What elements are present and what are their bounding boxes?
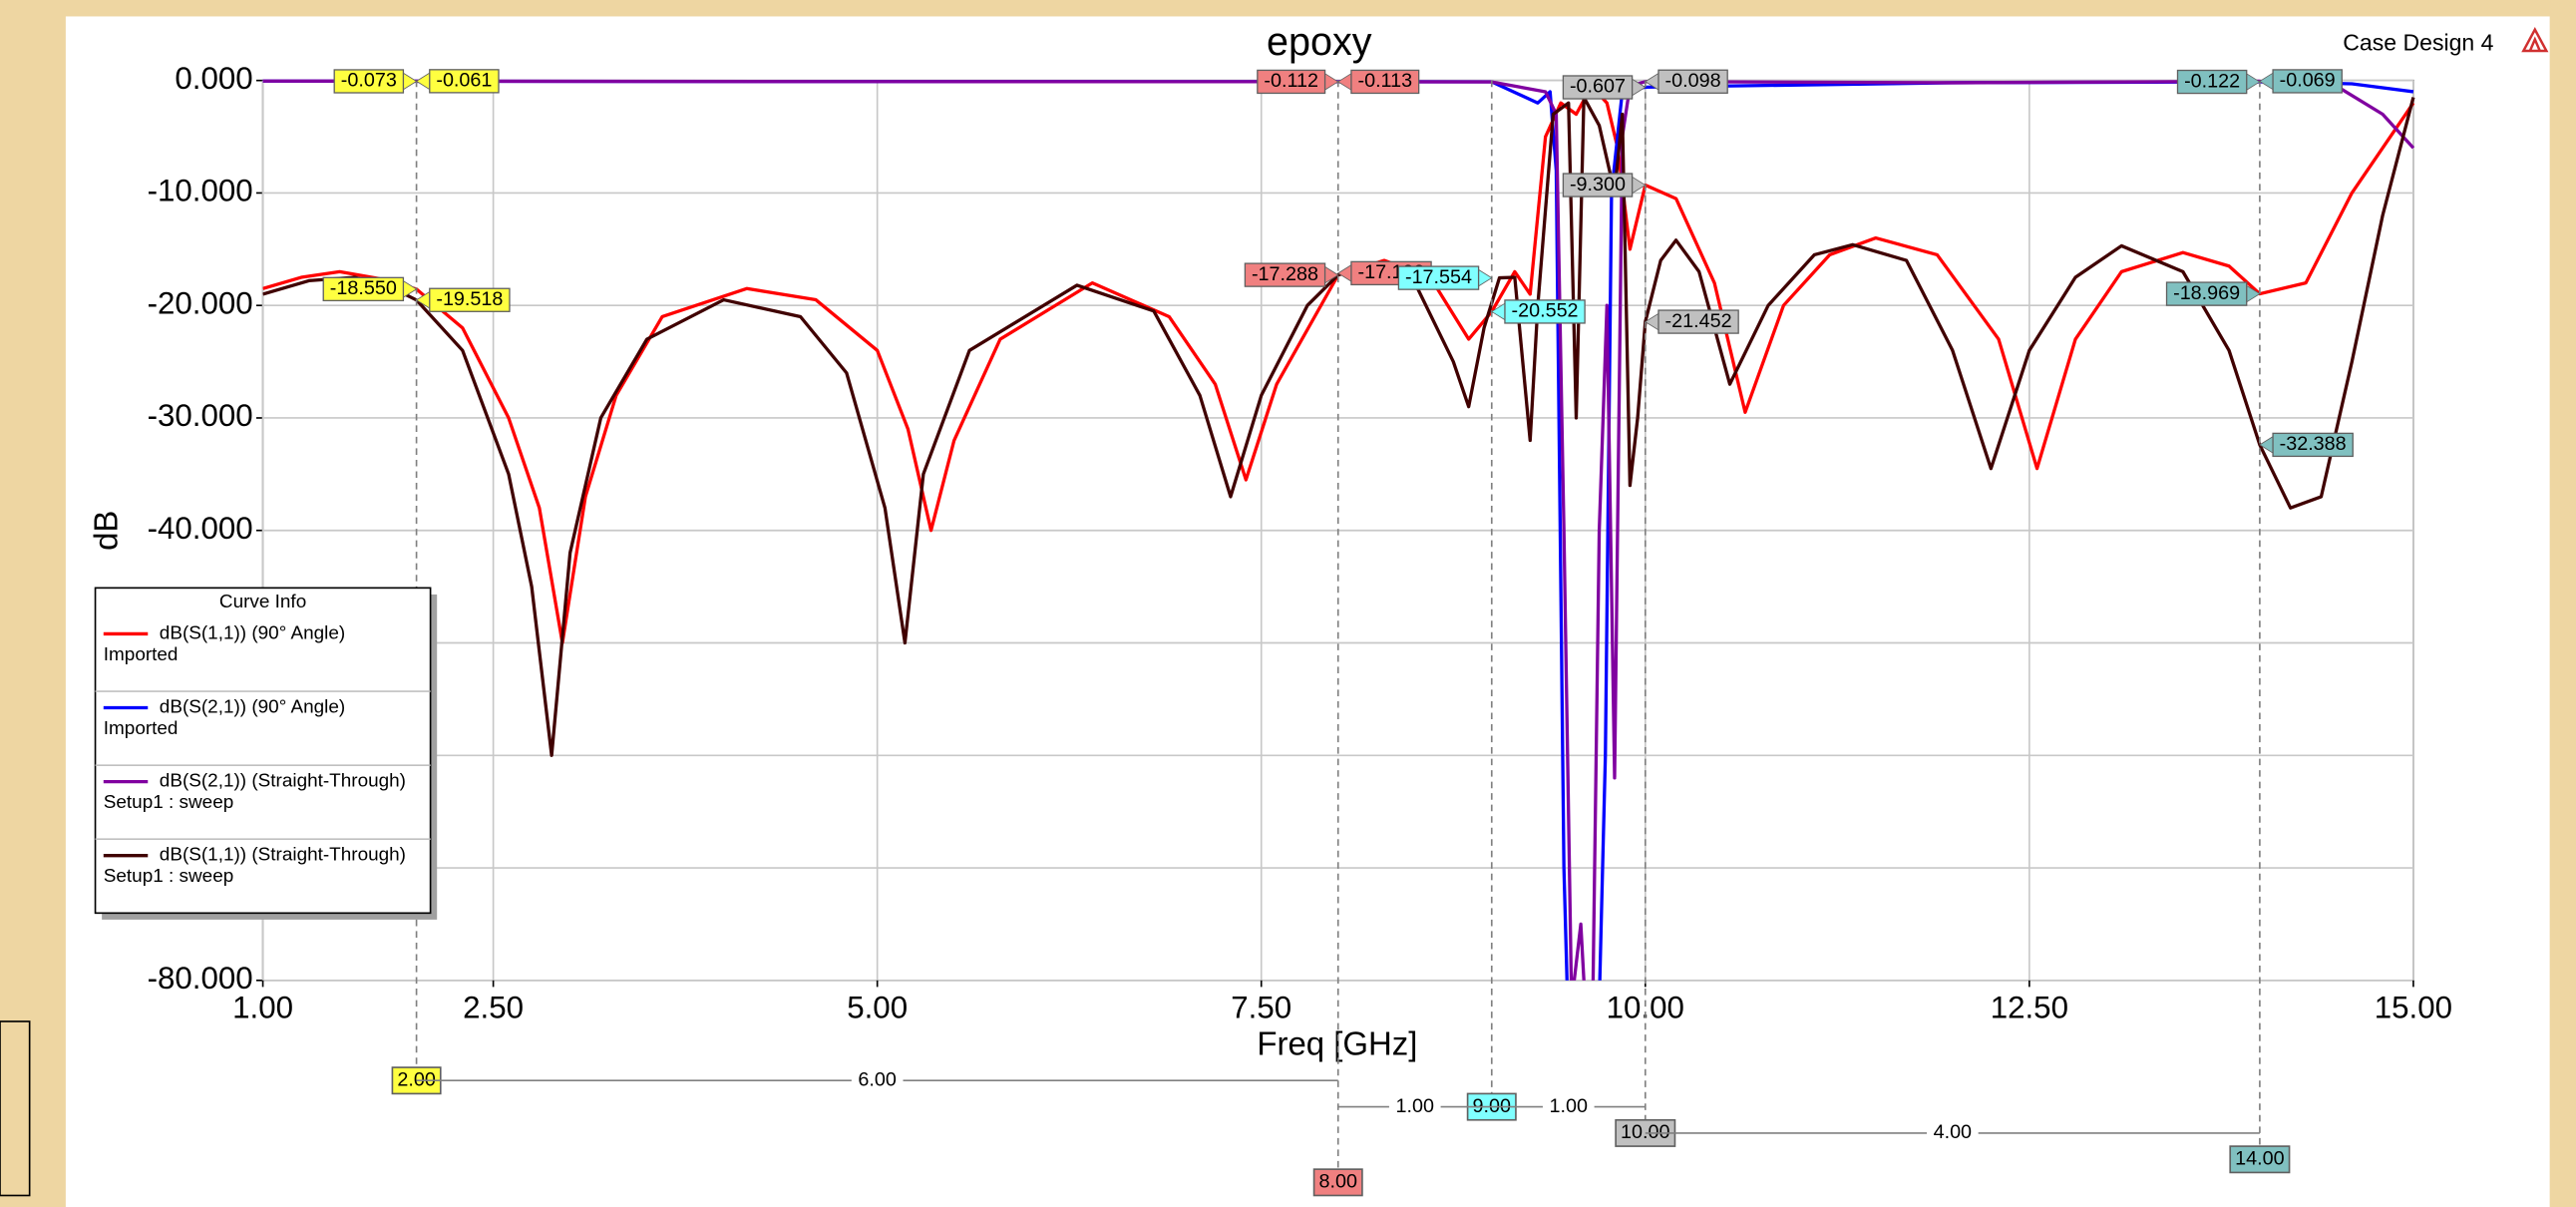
marker-value-box [1257,69,1326,95]
marker-value-box [322,276,405,302]
marker-value-label: -19.518 [436,288,503,310]
legend-source: Setup1 : sweep [104,866,233,887]
logo-icon [2521,27,2549,53]
legend-title: Curve Info [219,592,306,612]
delta-label: 1.00 [1550,1095,1588,1117]
legend-source: Imported [104,718,179,739]
marker-value-label: -20.552 [1512,300,1579,322]
marker-value-box [429,69,500,94]
marker-value-box [2165,281,2248,306]
legend-box [94,587,432,915]
delta-label: 1.00 [1396,1095,1434,1117]
marker-value-label: -17.554 [1405,266,1472,288]
marker-value-box [1657,69,1728,94]
y-tick-label: -10.000 [148,174,253,208]
marker-value-label: -21.452 [1665,310,1732,332]
legend-label: dB(S(1,1)) (Straight-Through) [160,845,406,866]
chart-subtitle: Case Design 4 [2343,30,2493,56]
y-tick-label: 0.000 [175,61,252,96]
marker-value-label: -32.388 [2280,433,2347,455]
marker-value-label: -0.098 [1665,70,1721,92]
marker-x-box [2229,1145,2291,1174]
x-tick-label: 10.00 [1607,991,1684,1025]
marker-value-label: -0.113 [1358,70,1413,92]
marker-value-box [1562,173,1634,198]
marker-value-box [1397,265,1480,290]
marker-value-label: -0.073 [341,70,397,92]
marker-value-box [1562,75,1634,100]
chart-title: epoxy [1267,20,1372,64]
x-tick-label: 2.50 [463,991,524,1025]
legend-label: dB(S(2,1)) (Straight-Through) [160,771,406,792]
delta-label-bg [1388,1095,1441,1119]
y-axis-label: dB [87,511,124,551]
y-tick-label: -30.000 [148,398,253,433]
marker-value-label: -0.112 [1264,70,1318,92]
marker-value-box [2176,69,2248,95]
marker-value-label: -17.288 [1252,263,1318,285]
y-tick-label: -80.000 [148,961,253,996]
x-tick-label: 15.00 [2375,991,2452,1025]
marker-value-box [429,287,511,312]
legend-label: dB(S(2,1)) (90° Angle) [160,697,345,718]
x-axis-label: Freq [GHz] [1257,1024,1417,1061]
marker-value-box [333,69,405,94]
marker-value-box [1504,299,1586,324]
series-line [262,79,2415,981]
delta-label-bg [1927,1121,1979,1145]
legend-source: Imported [104,644,179,665]
delta-label: 4.00 [1934,1121,1972,1143]
plot-panel [65,16,2550,1207]
y-tick-label: -20.000 [148,285,253,320]
side-box [0,1020,31,1197]
marker-value-box [1657,309,1739,334]
x-tick-label: 1.00 [232,991,293,1025]
marker-value-label: -0.122 [2184,70,2240,92]
marker-value-box [2272,432,2354,458]
x-tick-label: 12.50 [1991,991,2068,1025]
legend-source: Setup1 : sweep [104,792,233,813]
marker-value-box [2272,69,2343,94]
marker-value-label: -0.607 [1570,76,1626,98]
marker-value-label: -18.550 [330,277,397,299]
delta-label-bg [1542,1095,1595,1119]
marker-value-label: -0.069 [2280,70,2336,92]
delta-label: 6.00 [858,1068,896,1090]
marker-value-box [1350,69,1420,95]
delta-label-bg [851,1068,904,1092]
marker-x-label: 8.00 [1319,1171,1357,1193]
marker-value-label: -9.300 [1570,174,1626,196]
legend-label: dB(S(1,1)) (90° Angle) [160,622,345,643]
y-tick-label: -40.000 [148,511,253,546]
marker-x-label: 14.00 [2235,1147,2284,1169]
x-tick-label: 7.50 [1231,991,1291,1025]
marker-x-box [1312,1168,1363,1197]
series-line [262,95,2415,757]
marker-value-box [1244,262,1326,287]
markers: 2.00-0.073 -0.061-18.550 -19.5188.00-0.112… [322,69,2354,1197]
x-tick-label: 5.00 [847,991,908,1025]
marker-value-label: -18.969 [2173,282,2240,304]
marker-value-label: -0.061 [436,70,492,92]
